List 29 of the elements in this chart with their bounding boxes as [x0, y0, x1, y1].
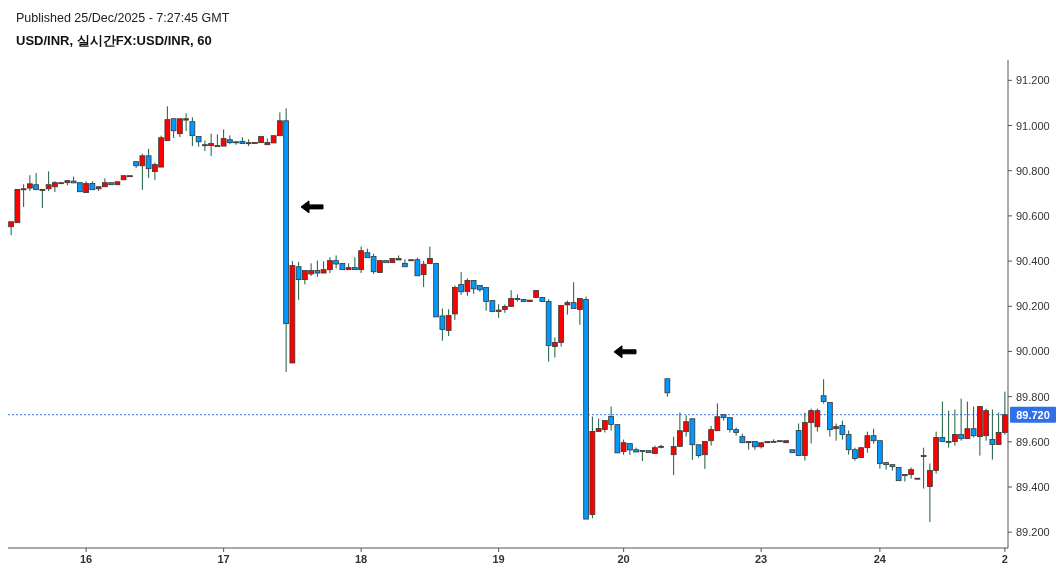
- x-tick-label: 18: [355, 553, 368, 565]
- y-tick-label: 90.200: [1016, 300, 1050, 313]
- x-tick-label: 2: [1001, 553, 1008, 565]
- candlestick: [402, 258, 408, 268]
- candlestick: [914, 477, 921, 480]
- candlestick: [920, 447, 927, 490]
- chart-title: USD/INR, 실시간FX:USD/INR, 60: [16, 33, 212, 48]
- y-tick-label: 91.000: [1016, 119, 1050, 132]
- y-tick-label: 90.400: [1016, 255, 1050, 268]
- ref-line-label: 89.720: [1016, 408, 1050, 421]
- x-tick-label: 20: [617, 553, 630, 565]
- y-tick-label: 89.400: [1016, 481, 1050, 493]
- x-tick-label: 24: [873, 553, 887, 565]
- candlestick: [189, 116, 196, 147]
- candlestick: [195, 136, 202, 148]
- text: Published 25/Dec/2025 - 7:27:45 GMT: [16, 11, 230, 25]
- y-tick-label: 90.800: [1016, 164, 1050, 177]
- y-tick-label: 90.000: [1016, 345, 1050, 358]
- x-tick-label: 23: [755, 553, 768, 565]
- candlestick: [664, 378, 671, 398]
- y-tick-label: 89.800: [1016, 390, 1050, 403]
- x-tick-label: 19: [492, 553, 505, 565]
- y-tick-label: 89.600: [1016, 435, 1050, 448]
- x-tick-label: 17: [217, 553, 230, 565]
- candlestick: [820, 378, 827, 405]
- y-tick-label: 89.200: [1016, 526, 1050, 539]
- x-tick-label: 16: [80, 553, 93, 565]
- y-tick-label: 90.600: [1016, 209, 1050, 222]
- y-tick-label: 91.200: [1016, 74, 1050, 87]
